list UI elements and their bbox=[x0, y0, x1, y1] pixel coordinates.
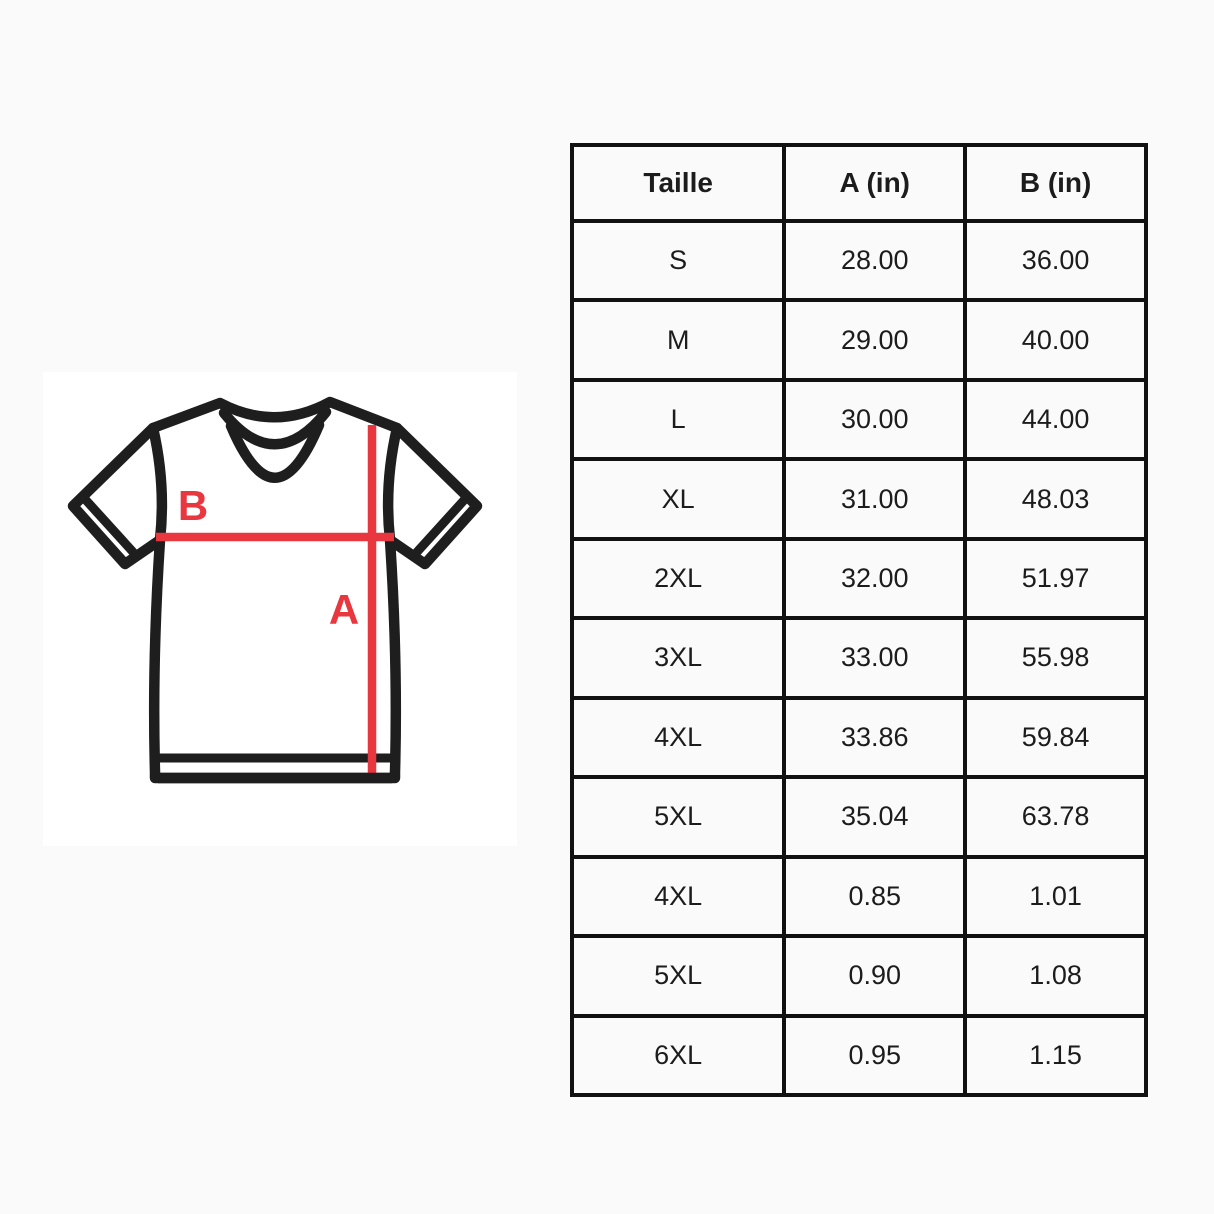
table-row: 5XL 0.90 1.08 bbox=[569, 934, 1148, 1018]
cell-b: 55.98 bbox=[963, 616, 1148, 700]
cell-size: 3XL bbox=[569, 616, 787, 700]
cell-b: 63.78 bbox=[963, 775, 1148, 859]
cell-b: 48.03 bbox=[963, 457, 1148, 541]
table-row: 4XL 33.86 59.84 bbox=[569, 695, 1148, 780]
table-row: 5XL 35.04 63.78 bbox=[569, 775, 1148, 859]
cell-size: 5XL bbox=[569, 934, 787, 1018]
cell-size: M bbox=[569, 298, 787, 382]
cell-size: 6XL bbox=[569, 1013, 787, 1098]
cell-size: 2XL bbox=[569, 536, 787, 621]
cell-a: 0.85 bbox=[782, 854, 968, 939]
cell-a: 28.00 bbox=[782, 218, 968, 303]
cell-a: 0.90 bbox=[782, 934, 968, 1018]
cell-a: 30.00 bbox=[782, 377, 968, 462]
table-row: 4XL 0.85 1.01 bbox=[569, 854, 1148, 939]
cell-a: 33.00 bbox=[782, 616, 968, 700]
cell-size: S bbox=[569, 218, 787, 303]
cell-b: 40.00 bbox=[963, 298, 1148, 382]
cuff-line-left bbox=[79, 493, 138, 557]
cell-size: 4XL bbox=[569, 695, 787, 780]
cell-a: 35.04 bbox=[782, 775, 968, 859]
cell-a: 32.00 bbox=[782, 536, 968, 621]
table-row: M 29.00 40.00 bbox=[569, 298, 1148, 382]
cell-size: 5XL bbox=[569, 775, 787, 859]
table-row: 6XL 0.95 1.15 bbox=[569, 1013, 1148, 1098]
table-row: 2XL 32.00 51.97 bbox=[569, 536, 1148, 621]
cell-b: 59.84 bbox=[963, 695, 1148, 780]
tshirt-measurement-icon: B A bbox=[67, 396, 483, 784]
tshirt-diagram-panel: B A bbox=[43, 372, 517, 846]
cell-b: 44.00 bbox=[963, 377, 1148, 462]
cell-size: XL bbox=[569, 457, 787, 541]
table-row: S 28.00 36.00 bbox=[569, 218, 1148, 303]
table-row: XL 31.00 48.03 bbox=[569, 457, 1148, 541]
cell-b: 51.97 bbox=[963, 536, 1148, 621]
cell-b: 36.00 bbox=[963, 218, 1148, 303]
cuff-line-right bbox=[412, 493, 471, 557]
column-header-b: B (in) bbox=[963, 143, 1148, 223]
cell-b: 1.01 bbox=[963, 854, 1148, 939]
column-header-a: A (in) bbox=[782, 143, 968, 223]
cell-a: 31.00 bbox=[782, 457, 968, 541]
tshirt-outline bbox=[67, 396, 483, 784]
cell-size: 4XL bbox=[569, 854, 787, 939]
cell-a: 33.86 bbox=[782, 695, 968, 780]
size-table-header-row: Taille A (in) B (in) bbox=[569, 143, 1148, 223]
cell-size: L bbox=[569, 377, 787, 462]
armhole-seam-left bbox=[147, 422, 168, 546]
measure-label-a: A bbox=[329, 586, 359, 633]
armhole-seam-right bbox=[382, 422, 403, 546]
table-row: 3XL 33.00 55.98 bbox=[569, 616, 1148, 700]
table-row: L 30.00 44.00 bbox=[569, 377, 1148, 462]
cell-a: 0.95 bbox=[782, 1013, 968, 1098]
size-table: Taille A (in) B (in) S 28.00 36.00 M 29.… bbox=[569, 143, 1148, 1098]
cell-b: 1.15 bbox=[963, 1013, 1148, 1098]
measure-label-b: B bbox=[178, 482, 208, 529]
cell-b: 1.08 bbox=[963, 934, 1148, 1018]
collar-arc-inner bbox=[225, 419, 325, 483]
column-header-taille: Taille bbox=[569, 143, 787, 223]
cell-a: 29.00 bbox=[782, 298, 968, 382]
